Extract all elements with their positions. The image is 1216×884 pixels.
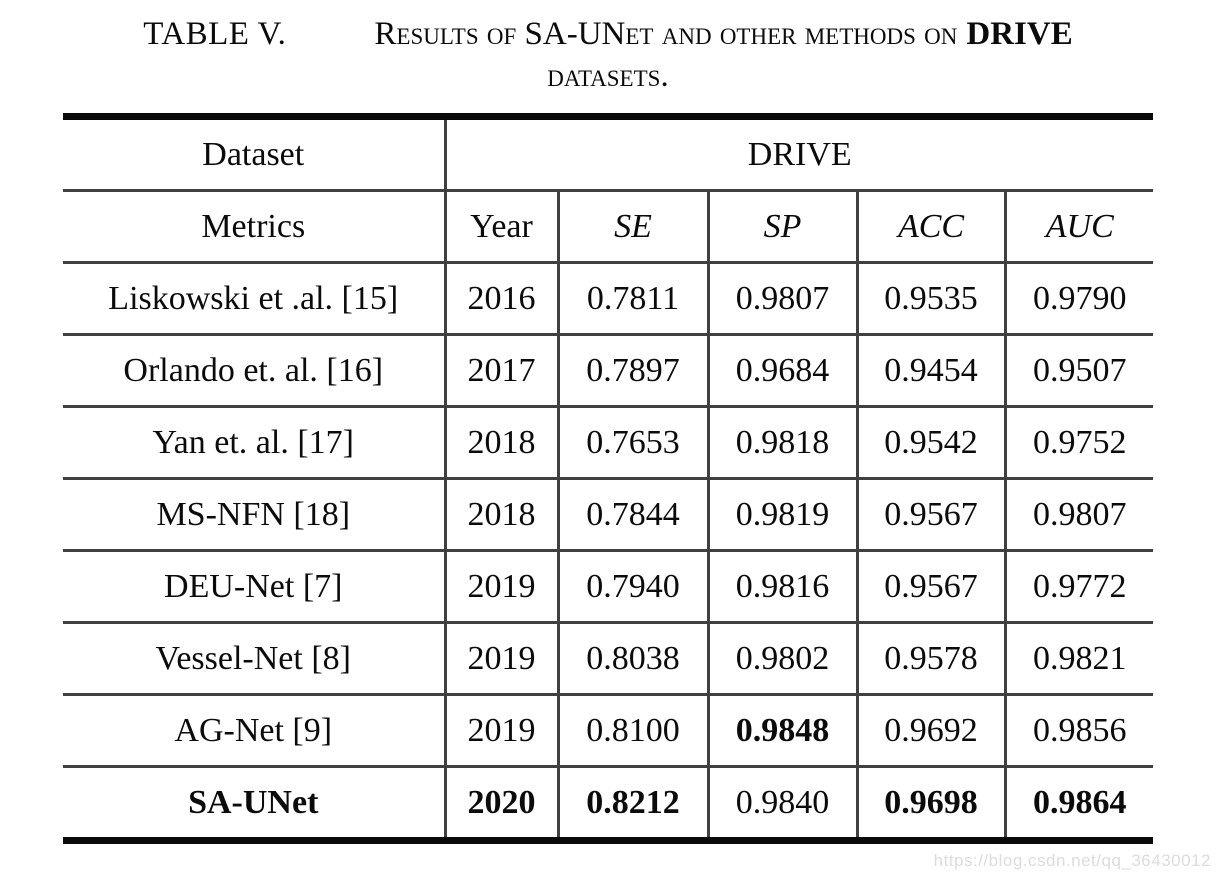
- header-row-dataset: Dataset DRIVE: [63, 116, 1153, 192]
- cell-acc: 0.9692: [855, 693, 1007, 768]
- cell-sp: 0.9807: [706, 261, 859, 336]
- cell-auc: 0.9752: [1003, 405, 1153, 480]
- caption-line-1: TABLE V. Results of SA-UNet and other me…: [0, 12, 1216, 56]
- cell-se: 0.8212: [556, 765, 710, 841]
- column-header-auc: AUC: [1003, 189, 1153, 264]
- cell-year: 2020: [443, 765, 560, 841]
- cell-acc: 0.9567: [855, 477, 1007, 552]
- caption-highlight-drive: DRIVE: [966, 16, 1073, 52]
- csdn-watermark: https://blog.csdn.net/qq_36430012: [933, 851, 1211, 870]
- cell-acc: 0.9578: [855, 621, 1007, 696]
- cell-sp: 0.9819: [706, 477, 859, 552]
- cell-sp: 0.9684: [706, 333, 859, 408]
- cell-auc: 0.9807: [1003, 477, 1153, 552]
- cell-se: 0.7897: [556, 333, 710, 408]
- cell-year: 2019: [443, 693, 560, 768]
- cell-method: SA-UNet: [63, 765, 447, 841]
- table-row: Liskowski et .al. [15] 2016 0.7811 0.980…: [63, 261, 1153, 336]
- cell-auc: 0.9790: [1003, 261, 1153, 336]
- table-row: Yan et. al. [17] 2018 0.7653 0.9818 0.95…: [63, 405, 1153, 480]
- cell-year: 2018: [443, 477, 560, 552]
- cell-method: MS-NFN [18]: [63, 477, 447, 552]
- cell-method: Orlando et. al. [16]: [63, 333, 447, 408]
- cell-acc: 0.9454: [855, 333, 1007, 408]
- cell-acc: 0.9567: [855, 549, 1007, 624]
- cell-year: 2019: [443, 621, 560, 696]
- table-row: AG-Net [9] 2019 0.8100 0.9848 0.9692 0.9…: [63, 693, 1153, 768]
- column-header-se: SE: [556, 189, 710, 264]
- cell-auc: 0.9856: [1003, 693, 1153, 768]
- cell-year: 2019: [443, 549, 560, 624]
- cell-se: 0.7844: [556, 477, 710, 552]
- cell-acc: 0.9698: [855, 765, 1007, 841]
- cell-sp: 0.9848: [706, 693, 859, 768]
- cell-sp: 0.9816: [706, 549, 859, 624]
- dataset-header-cell: Dataset: [63, 116, 447, 192]
- cell-sp: 0.9802: [706, 621, 859, 696]
- column-header-acc: ACC: [855, 189, 1007, 264]
- table-row: SA-UNet 2020 0.8212 0.9840 0.9698 0.9864: [63, 765, 1153, 841]
- table-row: MS-NFN [18] 2018 0.7844 0.9819 0.9567 0.…: [63, 477, 1153, 552]
- results-table: Dataset DRIVE Metrics Year SE SP ACC AUC…: [63, 113, 1153, 844]
- cell-year: 2017: [443, 333, 560, 408]
- column-header-year: Year: [443, 189, 560, 264]
- cell-year: 2016: [443, 261, 560, 336]
- caption-line-2: datasets.: [547, 58, 669, 94]
- cell-method: DEU-Net [7]: [63, 549, 447, 624]
- column-header-sp: SP: [706, 189, 859, 264]
- table-row: DEU-Net [7] 2019 0.7940 0.9816 0.9567 0.…: [63, 549, 1153, 624]
- cell-se: 0.7653: [556, 405, 710, 480]
- cell-auc: 0.9821: [1003, 621, 1153, 696]
- cell-se: 0.8038: [556, 621, 710, 696]
- cell-acc: 0.9542: [855, 405, 1007, 480]
- cell-auc: 0.9507: [1003, 333, 1153, 408]
- cell-method: AG-Net [9]: [63, 693, 447, 768]
- cell-se: 0.8100: [556, 693, 710, 768]
- cell-se: 0.7811: [556, 261, 710, 336]
- table-caption: TABLE V. Results of SA-UNet and other me…: [0, 12, 1216, 94]
- dataset-value-cell: DRIVE: [443, 116, 1153, 192]
- table-row: Vessel-Net [8] 2019 0.8038 0.9802 0.9578…: [63, 621, 1153, 696]
- caption-text: Results of SA-UNet and other methods on D…: [374, 12, 1072, 56]
- cell-sp: 0.9818: [706, 405, 859, 480]
- cell-method: Vessel-Net [8]: [63, 621, 447, 696]
- table-number-label: TABLE V.: [143, 16, 287, 52]
- cell-auc: 0.9864: [1003, 765, 1153, 841]
- header-row-metrics: Metrics Year SE SP ACC AUC: [63, 189, 1153, 264]
- cell-method: Liskowski et .al. [15]: [63, 261, 447, 336]
- cell-se: 0.7940: [556, 549, 710, 624]
- table-row: Orlando et. al. [16] 2017 0.7897 0.9684 …: [63, 333, 1153, 408]
- cell-year: 2018: [443, 405, 560, 480]
- metrics-header-cell: Metrics: [63, 189, 447, 264]
- cell-acc: 0.9535: [855, 261, 1007, 336]
- caption-main-text: Results of SA-UNet and other methods on: [374, 16, 958, 52]
- cell-auc: 0.9772: [1003, 549, 1153, 624]
- cell-method: Yan et. al. [17]: [63, 405, 447, 480]
- cell-sp: 0.9840: [706, 765, 859, 841]
